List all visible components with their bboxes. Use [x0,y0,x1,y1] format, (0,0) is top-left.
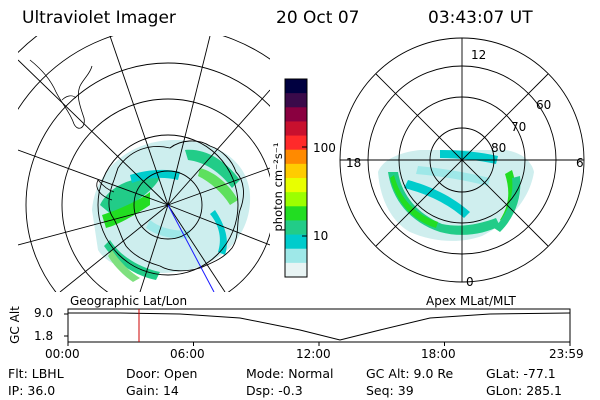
colorbar-segment [285,163,307,179]
info-mode: Mode: Normal [246,366,334,381]
instrument-title: Ultraviolet Imager [22,8,176,28]
colorbar-tick-100: 100 [313,141,336,155]
altitude-ylabel: GC Alt [8,306,22,344]
mlat-label-80: 80 [491,141,507,155]
colorbar-frame [284,78,308,278]
colorbar-segment [285,178,307,193]
altitude-ytick-9: 9.0 [34,306,54,320]
mlt-label-12: 12 [471,48,487,62]
colorbar-segment [285,234,307,250]
mlat-label-60: 60 [536,98,552,112]
noon-meridian-line [167,204,215,292]
mlt-label-6: 6 [576,156,584,170]
geographic-panel-label: Geographic Lat/Lon [70,294,188,308]
meridians [18,36,270,292]
colorbar-segment [285,121,307,137]
colorbar-segment [285,248,307,264]
colorbar-segment [285,192,307,207]
mlt-label-0: 0 [466,275,474,289]
time-tick-1800: 18:00 [421,347,456,361]
altitude-plot [64,308,571,346]
mlt-label-18: 18 [346,156,362,170]
colorbar-segment [285,220,307,236]
info-flt: Flt: LBHL [8,366,64,381]
info-ip: IP: 36.0 [8,383,56,398]
south-america-coastline [29,59,93,129]
apex-panel-label: Apex MLat/MLT [426,294,516,308]
info-seq: Seq: 39 [366,383,414,398]
mlt-hour-lines [340,38,584,282]
auroral-image-mlt [378,150,534,241]
colorbar-segment [285,107,307,122]
colorbar-tick-10: 10 [313,229,329,243]
time-tick-1200: 12:00 [296,347,331,361]
colorbar-segment [285,93,307,108]
observation-time: 03:43:07 UT [428,8,533,28]
mlat-label-70: 70 [511,120,527,134]
colorbar-segment [285,262,307,278]
colorbar-segment [285,149,307,165]
geographic-map [18,36,270,292]
colorbar-segment [285,79,307,94]
time-tick-2359: 23:59 [549,347,584,361]
colorbar [284,78,308,278]
info-door: Door: Open [126,366,198,381]
info-glon: GLon: 285.1 [486,383,562,398]
mlt-dial [339,37,585,283]
time-tick-0000: 00:00 [45,347,80,361]
altitude-ytick-1.8: 1.8 [34,329,54,343]
info-glat: GLat: -77.1 [486,366,556,381]
latitude-circles [18,36,270,292]
altitude-curve [68,312,571,341]
antarctica-coastline [108,140,244,272]
time-tick-0600: 06:00 [170,347,205,361]
colorbar-unit-label: photon cm⁻²s⁻¹ [271,142,285,232]
colorbar-segment [285,206,307,221]
info-gain: Gain: 14 [126,383,179,398]
observation-date: 20 Oct 07 [276,8,360,28]
info-gc-alt: GC Alt: 9.0 Re [366,366,454,381]
colorbar-segment [285,135,307,151]
info-dsp: Dsp: -0.3 [246,383,303,398]
